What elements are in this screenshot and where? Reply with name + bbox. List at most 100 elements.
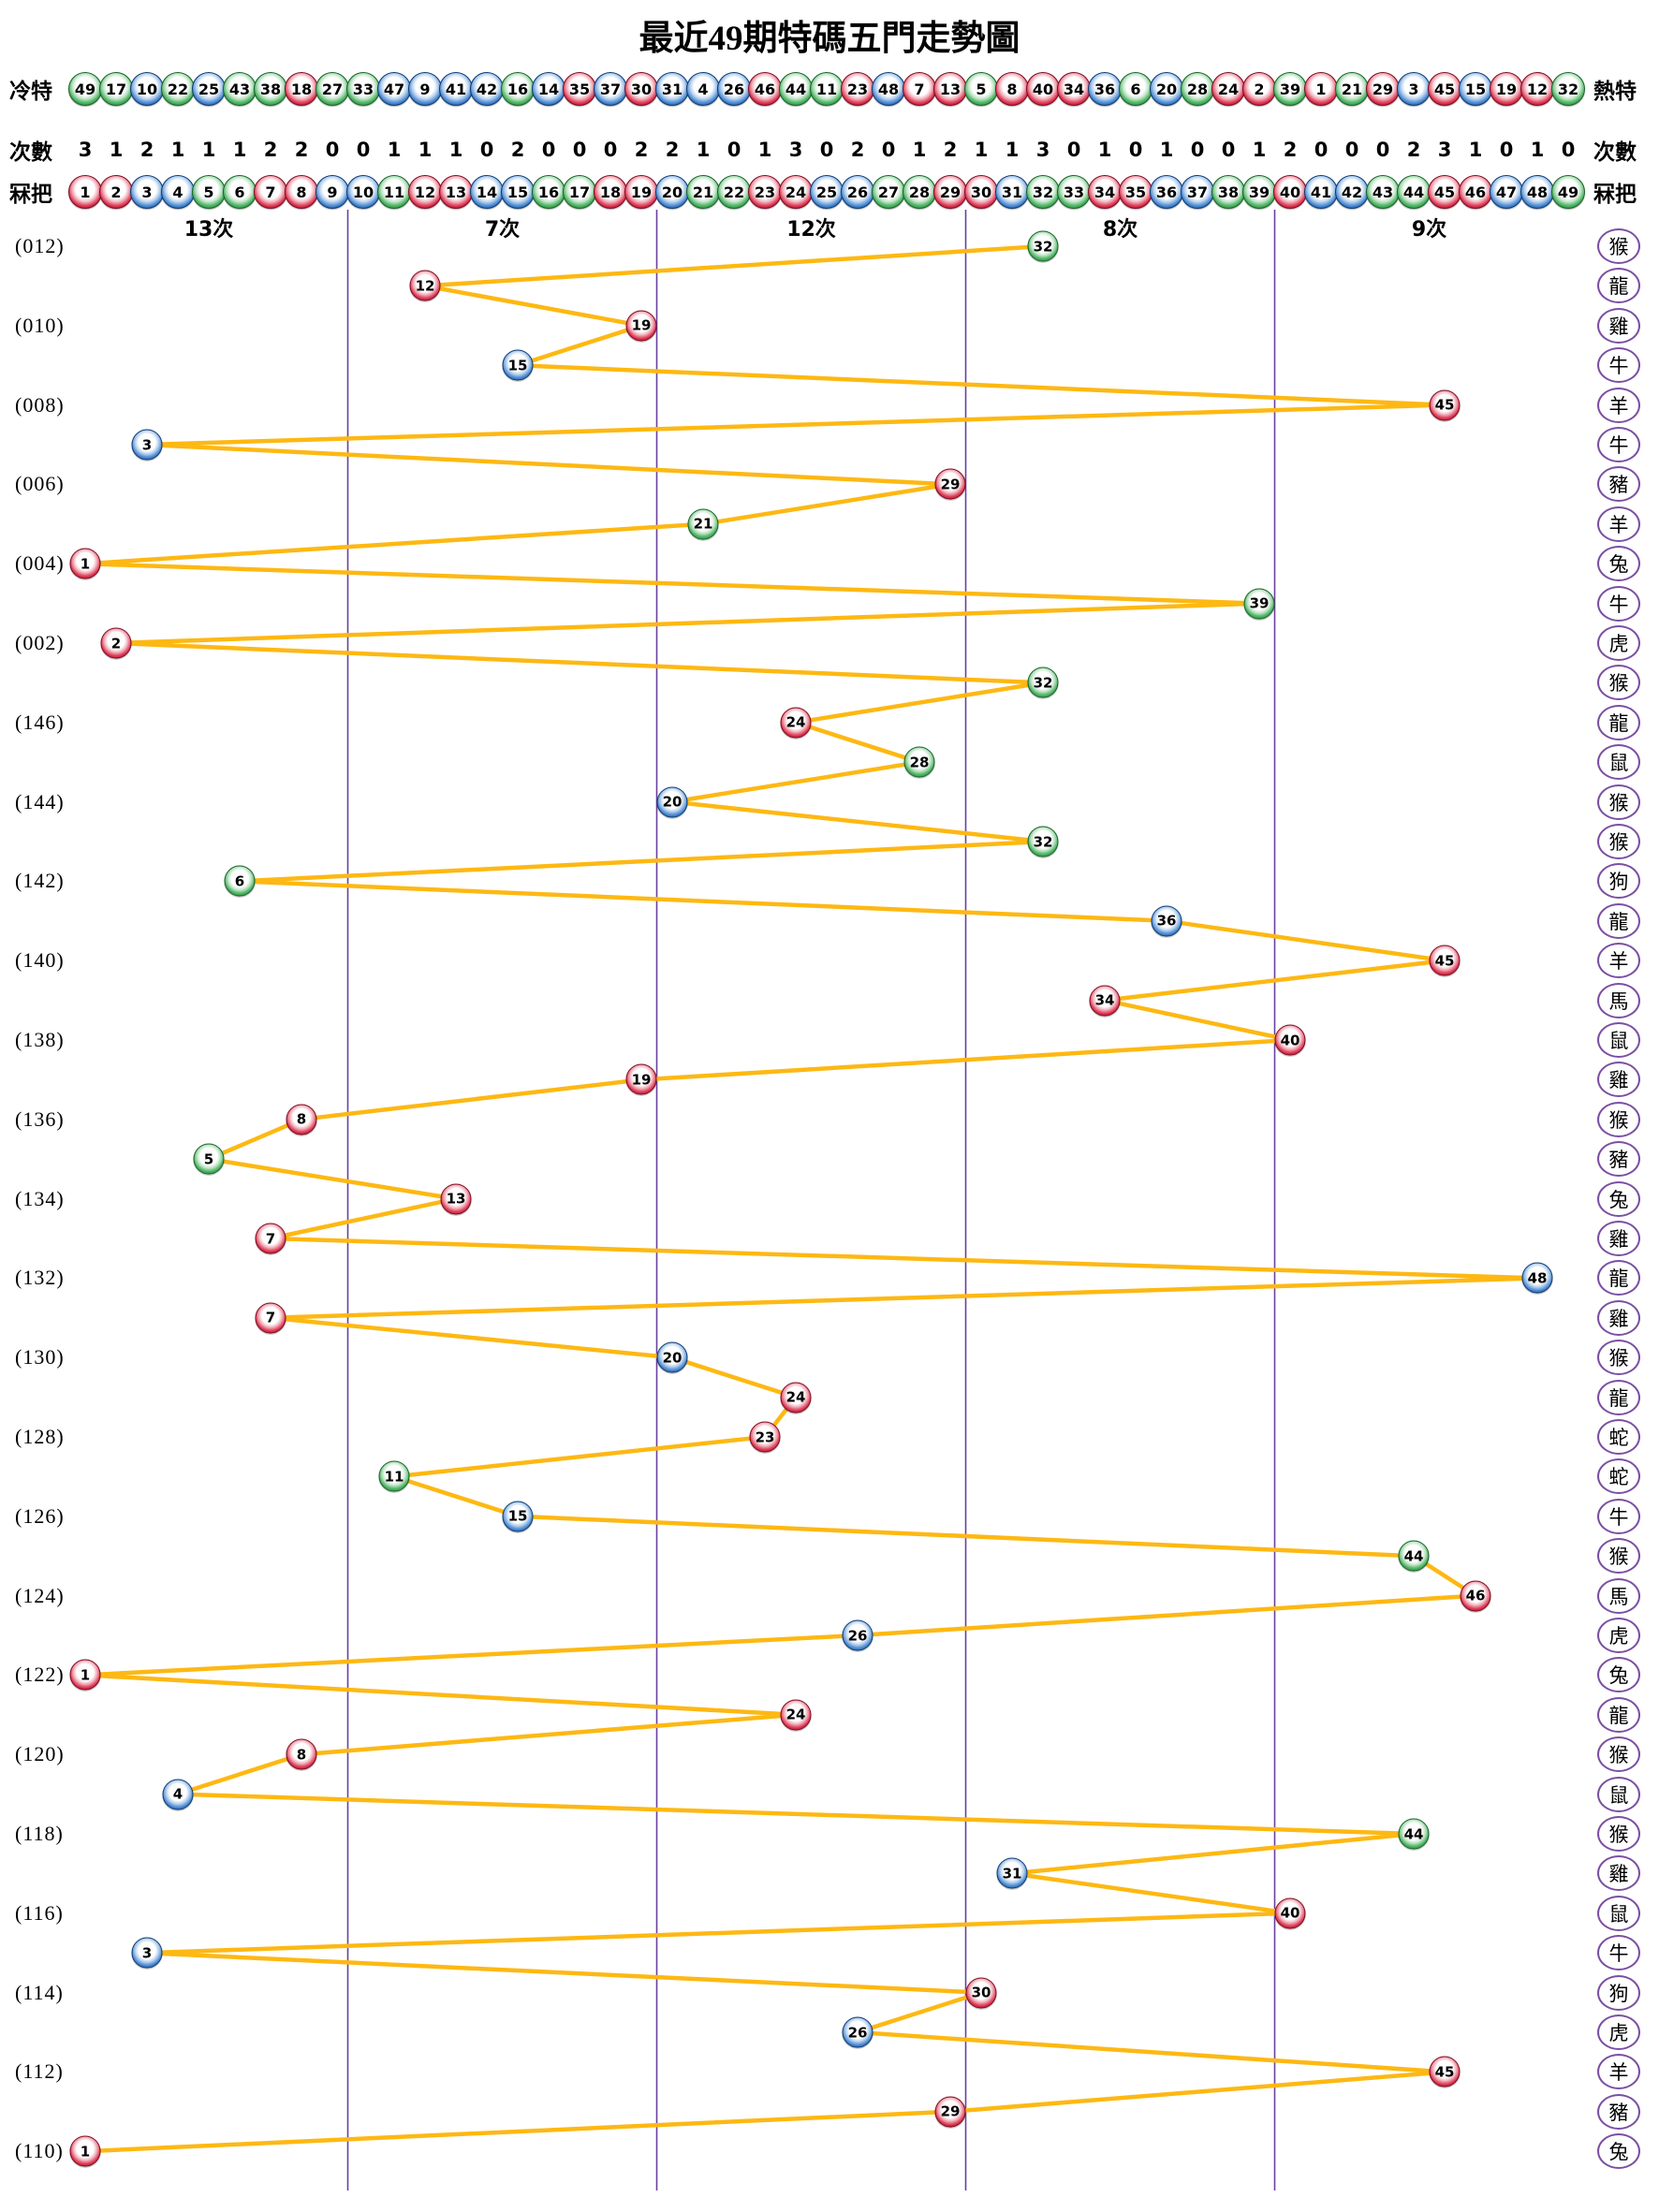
- drawn-number-ball-number: 21: [693, 515, 713, 533]
- cold-order-ball-number: 21: [1341, 80, 1363, 98]
- drawn-number-ball-number: 32: [1033, 833, 1053, 850]
- cold-order-ball-number: 28: [1186, 80, 1209, 98]
- number-scale-ball-number: 40: [1279, 183, 1301, 201]
- frequency-count: 0: [819, 139, 834, 161]
- zodiac-badge: 龍: [1597, 268, 1640, 304]
- drawn-number-ball: 31: [996, 1857, 1028, 1889]
- drawn-number-ball-number: 26: [847, 2024, 868, 2041]
- drawn-number-ball-number: 32: [1033, 674, 1053, 692]
- zodiac-badge: 牛: [1597, 427, 1640, 462]
- zodiac-badge: 猴: [1597, 1101, 1640, 1137]
- zodiac-badge: 猴: [1597, 1340, 1640, 1376]
- drawn-number-ball: 45: [1429, 945, 1461, 976]
- cold-order-ball: 42: [470, 72, 504, 106]
- cold-order-ball-number: 48: [877, 80, 900, 98]
- frequency-count: 1: [974, 139, 989, 161]
- number-scale-ball-number: 3: [141, 183, 153, 201]
- drawn-number-ball-number: 12: [415, 277, 435, 295]
- zone-count-label: 8次: [1102, 218, 1138, 242]
- number-scale-ball: 16: [532, 175, 565, 209]
- number-scale-ball-number: 9: [327, 183, 338, 201]
- number-scale-ball-number: 36: [1155, 183, 1178, 201]
- drawn-number-ball-number: 30: [971, 1984, 991, 2001]
- frequency-count: 2: [850, 139, 865, 161]
- zodiac-badge: 猴: [1597, 784, 1640, 820]
- drawn-number-ball: 29: [934, 468, 966, 500]
- frequency-count: 0: [1499, 139, 1514, 161]
- cold-order-ball: 4: [686, 72, 720, 106]
- drawn-number-ball: 1: [69, 548, 101, 579]
- frequency-count: 2: [139, 139, 154, 161]
- zodiac-badge: 猴: [1597, 665, 1640, 701]
- zodiac-badge: 雞: [1597, 1062, 1640, 1098]
- cold-order-ball-number: 44: [785, 80, 807, 98]
- number-scale-ball: 30: [964, 175, 998, 209]
- cold-order-ball-number: 14: [537, 80, 560, 98]
- drawn-number-ball-number: 13: [446, 1190, 466, 1208]
- drawn-number-ball: 7: [255, 1223, 286, 1254]
- period-label: (136): [15, 1106, 65, 1131]
- cold-order-ball: 40: [1026, 72, 1060, 106]
- number-scale-ball-number: 18: [599, 183, 622, 201]
- zodiac-badge: 牛: [1597, 1935, 1640, 1971]
- frequency-count: 2: [294, 139, 309, 161]
- cold-order-ball-number: 35: [568, 80, 591, 98]
- cold-order-ball-number: 12: [1526, 80, 1549, 98]
- zodiac-badge: 猴: [1597, 1736, 1640, 1773]
- drawn-number-ball: 32: [1027, 826, 1059, 857]
- zone-count-label: 9次: [1411, 218, 1447, 242]
- number-scale-ball-number: 11: [383, 183, 405, 201]
- drawn-number-ball: 32: [1027, 230, 1059, 262]
- period-label: (112): [15, 2059, 64, 2084]
- frequency-count: 1: [232, 139, 247, 161]
- number-scale-ball-number: 43: [1372, 183, 1394, 201]
- zodiac-badge: 兔: [1597, 1180, 1640, 1217]
- number-scale-ball-number: 45: [1433, 183, 1456, 201]
- drawn-number-ball-number: 24: [785, 1706, 806, 1723]
- cold-order-ball-number: 46: [754, 80, 776, 98]
- cold-order-ball-number: 33: [352, 80, 374, 98]
- number-scale-ball-number: 16: [537, 183, 560, 201]
- zodiac-badge: 兔: [1597, 2133, 1640, 2170]
- cold-order-ball-number: 25: [198, 80, 220, 98]
- frequency-count: 0: [881, 139, 896, 161]
- number-scale-ball-number: 25: [815, 183, 838, 201]
- drawn-number-ball: 44: [1398, 1540, 1430, 1572]
- drawn-number-ball: 13: [440, 1183, 472, 1215]
- zodiac-badge: 龍: [1597, 1379, 1640, 1415]
- zodiac-badge: 豬: [1597, 466, 1640, 503]
- drawn-number-ball-number: 34: [1094, 991, 1115, 1009]
- number-scale-ball-number: 21: [692, 183, 714, 201]
- number-scale-ball: 11: [377, 175, 411, 209]
- drawn-number-ball: 36: [1151, 905, 1182, 937]
- drawn-number-ball-number: 24: [785, 713, 806, 731]
- frequency-count: 1: [1005, 139, 1020, 161]
- number-scale-ball-number: 10: [352, 183, 374, 201]
- drawn-number-ball: 3: [131, 1937, 163, 1969]
- cold-order-ball: 3: [1397, 72, 1431, 106]
- drawn-number-ball-number: 31: [1002, 1865, 1022, 1882]
- number-scale-ball: 32: [1026, 175, 1060, 209]
- number-scale-ball: 45: [1428, 175, 1461, 209]
- drawn-number-ball: 20: [656, 786, 688, 818]
- frequency-count: 2: [634, 139, 649, 161]
- drawn-number-ball-number: 23: [755, 1428, 775, 1445]
- zodiac-badge: 豬: [1597, 1141, 1640, 1178]
- frequency-count: 1: [109, 139, 124, 161]
- cold-order-ball-number: 38: [259, 80, 282, 98]
- number-scale-ball: 39: [1242, 175, 1276, 209]
- cold-order-ball: 37: [594, 72, 627, 106]
- zodiac-badge: 龍: [1597, 1696, 1640, 1733]
- period-label: (142): [15, 869, 65, 893]
- drawn-number-ball: 29: [934, 2096, 966, 2128]
- drawn-number-ball: 20: [656, 1341, 688, 1373]
- number-scale-ball-number: 2: [110, 183, 122, 201]
- drawn-number-ball: 19: [625, 310, 657, 342]
- period-label: (118): [15, 1822, 64, 1845]
- number-scale-ball: 15: [501, 175, 535, 209]
- drawn-number-ball: 23: [749, 1421, 781, 1453]
- frequency-count: 0: [1221, 139, 1236, 161]
- frequency-count: 3: [788, 139, 803, 161]
- drawn-number-ball: 24: [780, 1382, 812, 1414]
